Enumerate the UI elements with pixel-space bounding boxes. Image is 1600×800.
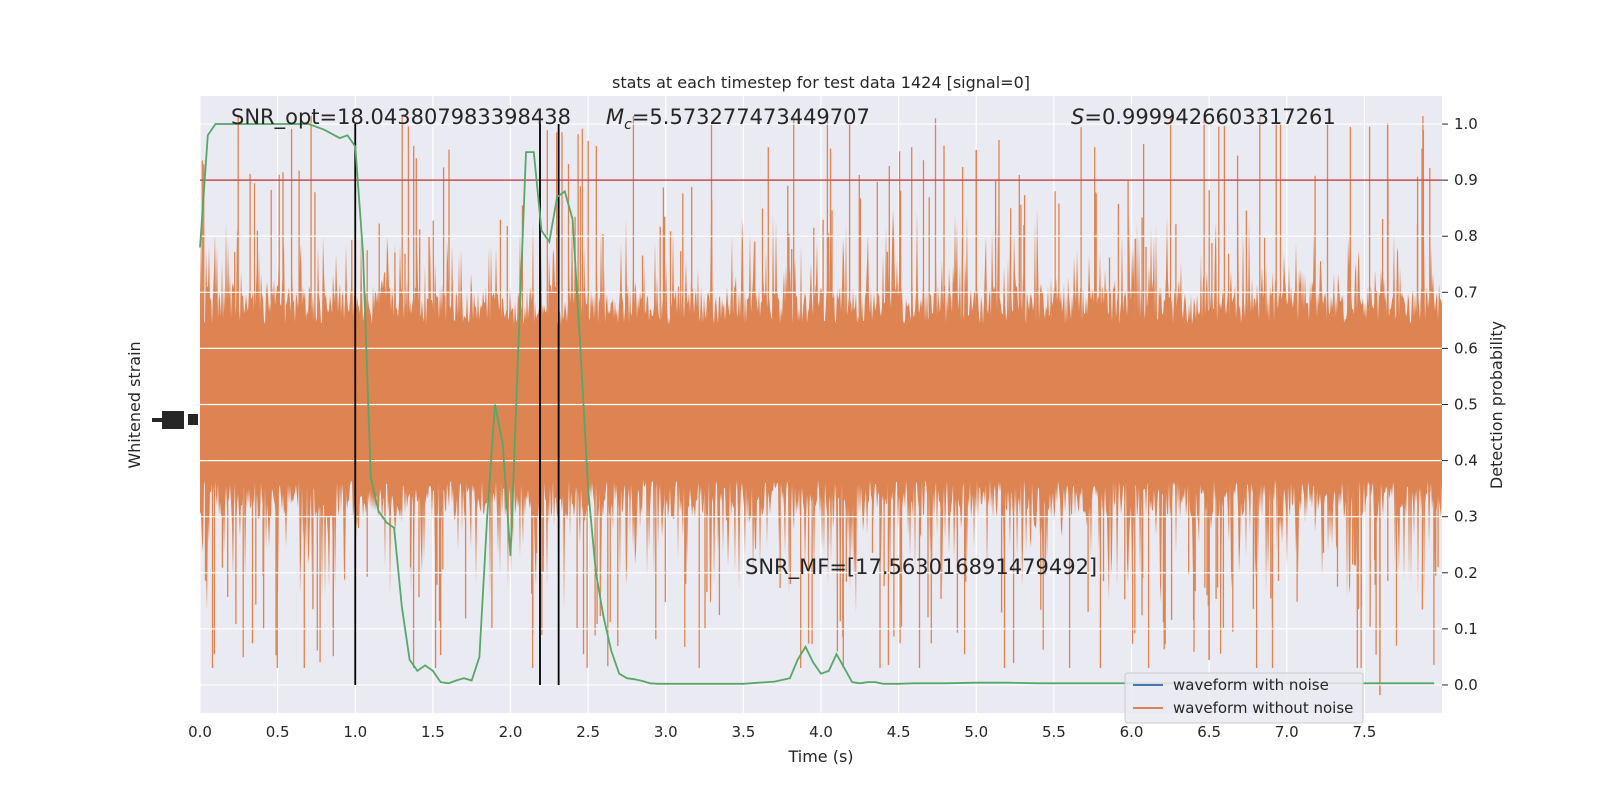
y-tick-label: 0.6 bbox=[1454, 339, 1478, 357]
y-tick-label: 0.2 bbox=[1454, 564, 1478, 582]
x-tick-label: 2.0 bbox=[499, 723, 523, 741]
noise-band bbox=[200, 206, 1442, 615]
s-score-value: =0.9999426603317261 bbox=[1084, 105, 1335, 129]
chirp-mass-subscript: c bbox=[624, 117, 632, 133]
y-tick-label: 0.0 bbox=[1454, 676, 1478, 694]
y-tick-label: 0.1 bbox=[1454, 620, 1478, 638]
x-tick-label: 1.0 bbox=[343, 723, 367, 741]
x-tick-label: 7.0 bbox=[1275, 723, 1299, 741]
x-tick-label: 0.0 bbox=[188, 723, 212, 741]
chart-title: stats at each timestep for test data 142… bbox=[612, 73, 1030, 92]
x-tick-label: 3.0 bbox=[654, 723, 678, 741]
x-tick-label: 1.5 bbox=[421, 723, 445, 741]
x-tick-label: 0.5 bbox=[266, 723, 290, 741]
detection-probability-line bbox=[199, 123, 1435, 685]
y-right-axis-ticks: 0.0 0.1 0.2 0.3 0.4 0.5 0.6 0.7 0.8 0.9 1.0 bbox=[1442, 115, 1478, 694]
chirp-mass-value: =5.573277473449707 bbox=[632, 105, 870, 129]
x-tick-label: 5.0 bbox=[964, 723, 988, 741]
legend-box bbox=[1124, 672, 1364, 724]
chirp-mass-symbol: M bbox=[606, 105, 624, 129]
snr-mf-annotation: SNR_MF=[17.563016891479492] bbox=[745, 555, 1097, 580]
y-tick-label: 0.8 bbox=[1454, 227, 1478, 245]
y-tick-label: 0.4 bbox=[1454, 452, 1478, 470]
x-tick-label: 5.5 bbox=[1042, 723, 1066, 741]
x-tick-label: 7.5 bbox=[1352, 723, 1376, 741]
legend: waveform with noise waveform without noi… bbox=[1124, 672, 1364, 724]
legend-label-with-noise: waveform with noise bbox=[1173, 676, 1329, 694]
snr-opt-annotation: SNR_opt=18.043807983398438 bbox=[231, 105, 571, 130]
chirp-mass-annotation: Mc=5.573277473449707 bbox=[606, 105, 870, 133]
x-tick-label: 4.0 bbox=[809, 723, 833, 741]
x-axis-label: Time (s) bbox=[787, 747, 853, 766]
x-axis-ticks: 0.0 0.5 1.0 1.5 2.0 2.5 3.0 3.5 4.0 4.5 5.0 5.5 6.0 6… bbox=[188, 723, 1376, 741]
y-tick-label: 1.0 bbox=[1454, 115, 1478, 133]
y-left-axis-label: Whitened strain bbox=[125, 341, 144, 468]
s-score-symbol: S bbox=[1071, 105, 1084, 129]
x-tick-label: 6.5 bbox=[1197, 723, 1221, 741]
y-tick-label: 0.3 bbox=[1454, 508, 1478, 526]
x-tick-label: 2.5 bbox=[576, 723, 600, 741]
x-tick-label: 3.5 bbox=[731, 723, 755, 741]
y-tick-label: 0.7 bbox=[1454, 283, 1478, 301]
y-tick-label: 0.9 bbox=[1454, 171, 1478, 189]
x-tick-label: 4.5 bbox=[887, 723, 911, 741]
whitened-strain-noise bbox=[200, 116, 1442, 695]
x-tick-label: 6.0 bbox=[1120, 723, 1144, 741]
y-tick-label: 0.5 bbox=[1454, 396, 1478, 414]
s-score-annotation: S=0.9999426603317261 bbox=[1071, 105, 1336, 129]
left-axis-ticks-overlap bbox=[152, 411, 198, 429]
legend-label-without-noise: waveform without noise bbox=[1173, 699, 1353, 717]
y-right-axis-label: Detection probability bbox=[1487, 321, 1506, 489]
